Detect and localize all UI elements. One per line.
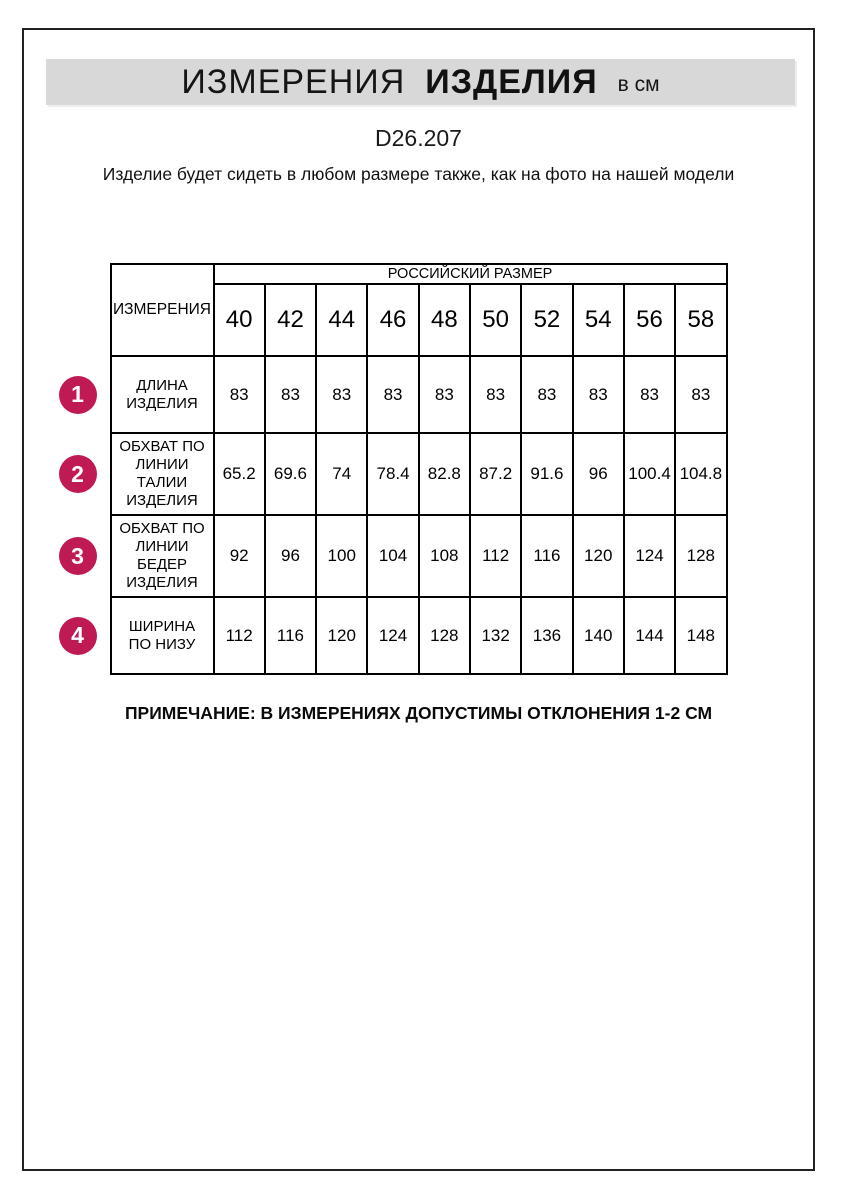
measurement-row-label: ДЛИНА ИЗДЕЛИЯ [109, 355, 215, 435]
size-column-header: 52 [520, 283, 574, 358]
measurement-row-label: ОБХВАТ ПО ЛИНИИ БЕДЕР ИЗДЕЛИЯ [109, 514, 215, 599]
measurement-value-cell: 82.8 [417, 432, 471, 517]
measurement-value-cell: 96 [263, 514, 318, 599]
row-number-badge: 2 [58, 455, 97, 494]
title-measurements: ИЗМЕРЕНИЯ [181, 62, 406, 101]
measurement-value-cell: 104 [366, 514, 420, 599]
measurement-value-cell: 83 [520, 355, 574, 435]
size-column-header: 50 [468, 283, 523, 358]
measurement-row-label: ОБХВАТ ПО ЛИНИИ ТАЛИИ ИЗДЕЛИЯ [109, 432, 215, 517]
measurement-value-cell: 136 [520, 596, 574, 676]
measurement-value-cell: 83 [315, 355, 369, 435]
measurement-value-cell: 132 [468, 596, 523, 676]
table-row: ШИРИНА ПО НИЗУ 112 116 120 124 128 132 136 140 14… [109, 596, 728, 676]
measurement-value-cell: 83 [366, 355, 420, 435]
measurement-value-cell: 124 [366, 596, 420, 676]
measurement-value-cell: 128 [417, 596, 471, 676]
size-column-header: 46 [366, 283, 420, 358]
measurement-value-cell: 140 [571, 596, 625, 676]
measurement-value-cell: 83 [674, 355, 728, 435]
row-number-badge: 4 [58, 616, 97, 655]
measurement-value-cell: 120 [315, 596, 369, 676]
table-row: ОБХВАТ ПО ЛИНИИ ТАЛИИ ИЗДЕЛИЯ 65.2 69.6 74 7… [109, 432, 728, 517]
measurement-value-cell: 83 [468, 355, 523, 435]
table-zone: ИЗМЕРЕНИЯ РОССИЙСКИЙ РАЗМЕР 40 42 44 46 48 50… [24, 263, 813, 676]
title-product: ИЗДЕЛИЯ [425, 62, 598, 101]
size-measurements-table: ИЗМЕРЕНИЯ РОССИЙСКИЙ РАЗМЕР 40 42 44 46 48 50… [109, 263, 728, 676]
table-body: ДЛИНА ИЗДЕЛИЯ 83 83 83 83 83 83 83 83 83 83 ОБХВАТ … [109, 355, 728, 676]
measurement-row-label: ШИРИНА ПО НИЗУ [109, 596, 215, 676]
measurement-value-cell: 144 [622, 596, 677, 676]
measurement-value-cell: 120 [571, 514, 625, 599]
row-number-badge: 3 [58, 537, 97, 576]
measurement-value-cell: 83 [571, 355, 625, 435]
measurement-value-cell: 128 [674, 514, 728, 599]
measurement-value-cell: 100 [315, 514, 369, 599]
measurement-value-cell: 92 [212, 514, 266, 599]
measurement-value-cell: 83 [263, 355, 318, 435]
size-group-header: РОССИЙСКИЙ РАЗМЕР [212, 263, 728, 286]
measurement-value-cell: 74 [315, 432, 369, 517]
table-row: ОБХВАТ ПО ЛИНИИ БЕДЕР ИЗДЕЛИЯ 92 96 100 104 1… [109, 514, 728, 599]
measurement-value-cell: 83 [212, 355, 266, 435]
measurement-value-cell: 96 [571, 432, 625, 517]
measurement-value-cell: 148 [674, 596, 728, 676]
title-banner: ИЗМЕРЕНИЯ ИЗДЕЛИЯ в см [46, 59, 795, 105]
measurement-value-cell: 69.6 [263, 432, 318, 517]
table-inner: ИЗМЕРЕНИЯ РОССИЙСКИЙ РАЗМЕР 40 42 44 46 48 50… [58, 263, 728, 676]
model-code: D26.207 [375, 125, 462, 151]
size-header-row: 40 42 44 46 48 50 52 54 56 58 [111, 283, 728, 358]
size-column-header: 56 [622, 283, 677, 358]
measurement-value-cell: 104.8 [674, 432, 728, 517]
size-column-header: 40 [212, 283, 266, 358]
group-header-row: ИЗМЕРЕНИЯ РОССИЙСКИЙ РАЗМЕР [109, 263, 728, 358]
size-column-header: 44 [315, 283, 369, 358]
measurement-value-cell: 91.6 [520, 432, 574, 517]
measurement-value-cell: 108 [417, 514, 471, 599]
row-number-badge: 1 [58, 375, 97, 414]
measurements-column-header: ИЗМЕРЕНИЯ [109, 263, 215, 358]
measurement-value-cell: 124 [622, 514, 677, 599]
table-row: ДЛИНА ИЗДЕЛИЯ 83 83 83 83 83 83 83 83 83 83 [109, 355, 728, 435]
size-column-header: 42 [263, 283, 318, 358]
measurement-value-cell: 112 [212, 596, 266, 676]
fit-description: Изделие будет сидеть в любом размере так… [102, 164, 735, 184]
measurement-value-cell: 78.4 [366, 432, 420, 517]
tolerance-note: ПРИМЕЧАНИЕ: В ИЗМЕРЕНИЯХ ДОПУСТИМЫ ОТКЛО… [124, 703, 713, 724]
measurement-value-cell: 87.2 [468, 432, 523, 517]
measurement-value-cell: 116 [520, 514, 574, 599]
page-frame: ИЗМЕРЕНИЯ ИЗДЕЛИЯ в см D26.207 Изделие б… [22, 28, 815, 1171]
measurement-value-cell: 65.2 [212, 432, 266, 517]
size-column-header: 54 [571, 283, 625, 358]
measurement-value-cell: 83 [417, 355, 471, 435]
title-units: в см [617, 73, 660, 96]
measurement-value-cell: 112 [468, 514, 523, 599]
measurement-value-cell: 116 [263, 596, 318, 676]
size-column-header: 48 [417, 283, 471, 358]
size-column-header: 58 [674, 283, 728, 358]
measurement-value-cell: 83 [622, 355, 677, 435]
measurement-value-cell: 100.4 [622, 432, 677, 517]
